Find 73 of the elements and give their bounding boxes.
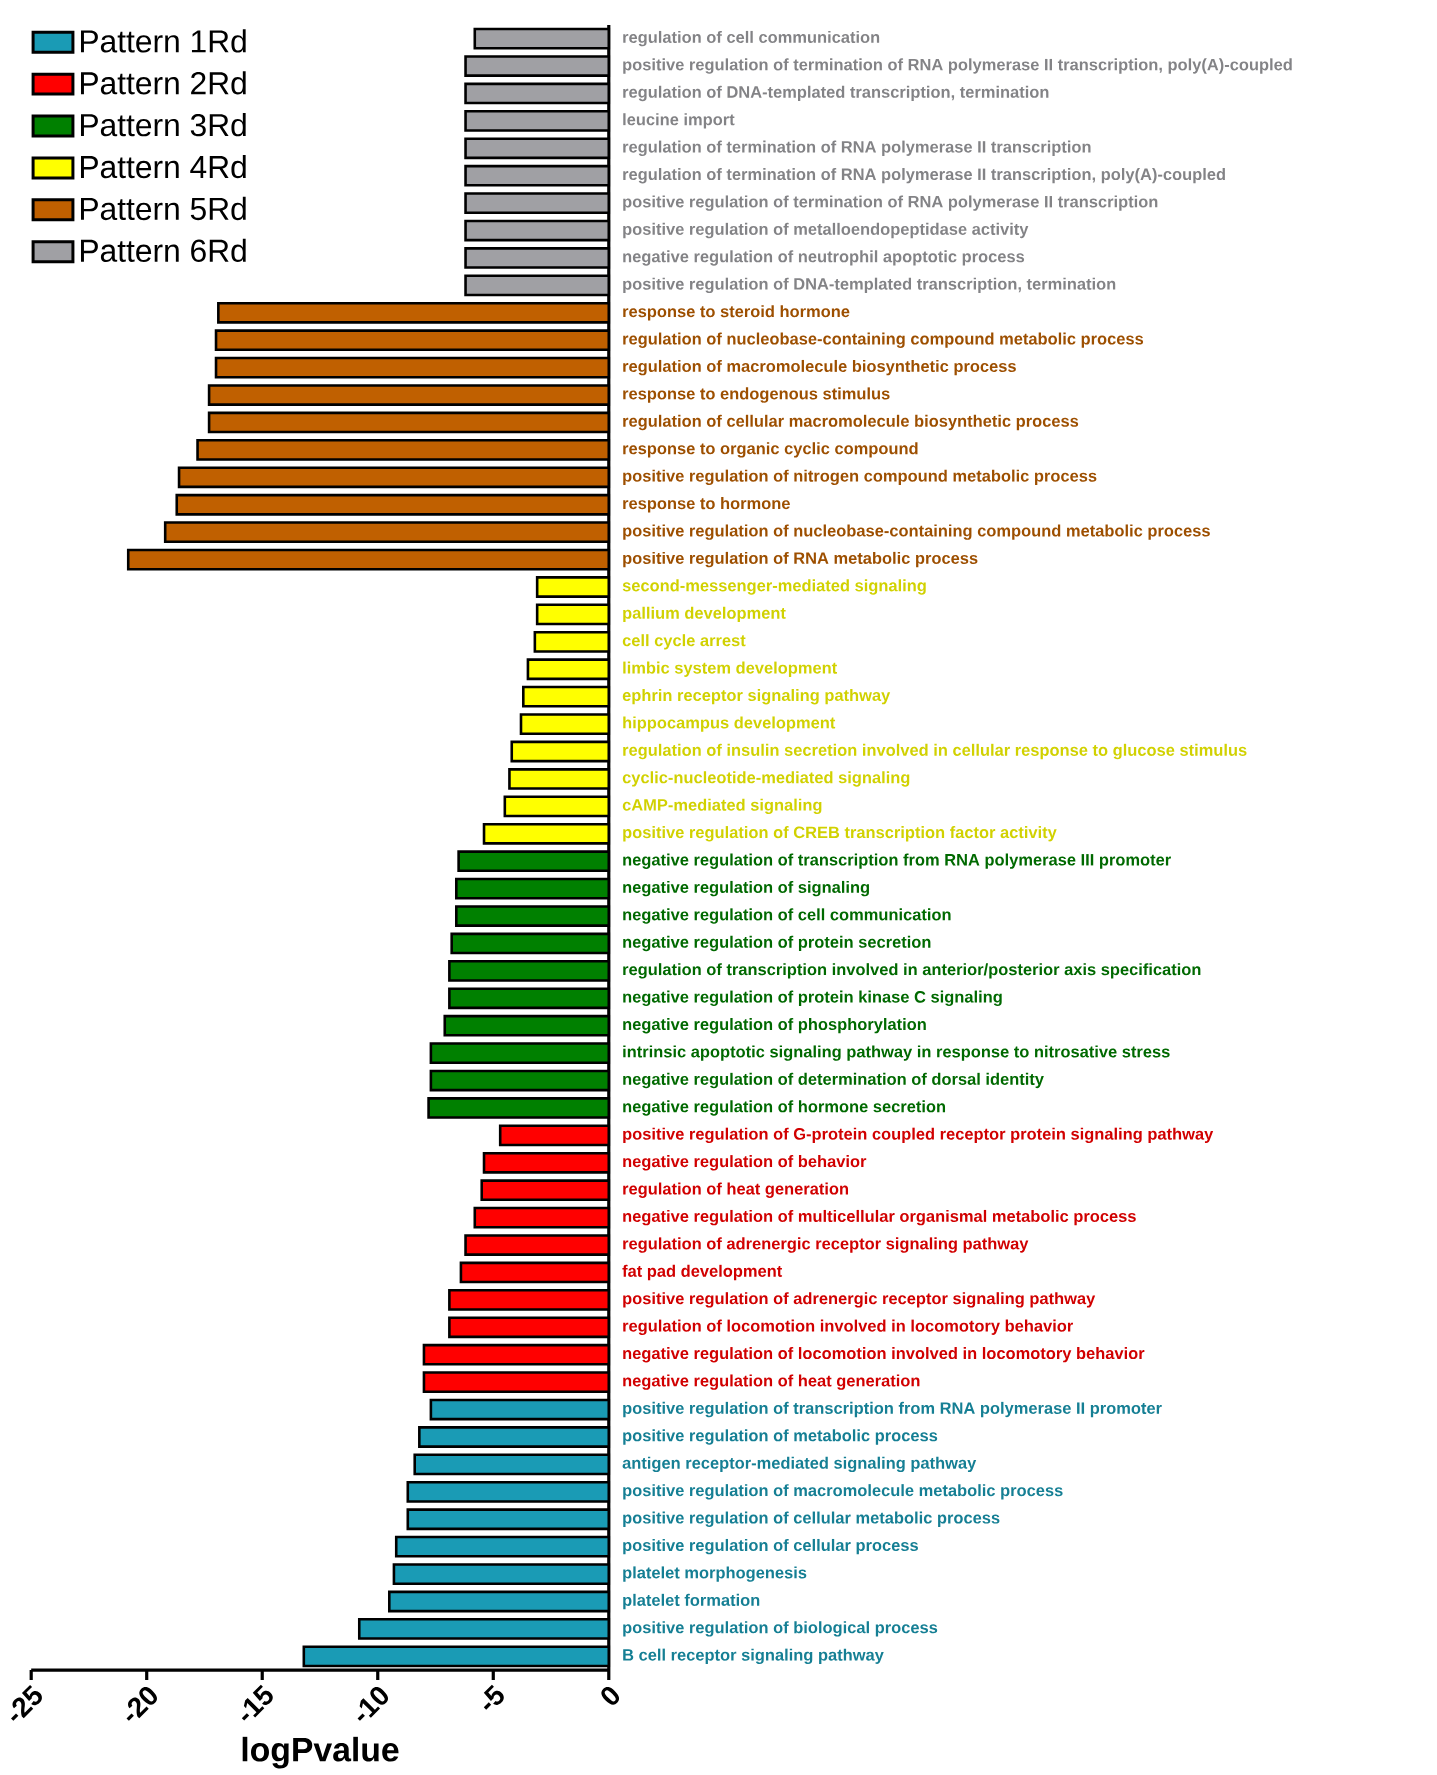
- legend-label: Pattern 3Rd: [80, 113, 246, 137]
- y-tick-label: antigen receptor-mediated signaling pathway: [622, 1456, 977, 1473]
- x-tick-label: -20: [126, 1686, 157, 1721]
- y-tick-label: positive regulation of cellular metabolic process: [623, 1511, 1000, 1527]
- y-tick-label: positive regulation of nitrogen compound metabolic process: [623, 469, 1097, 486]
- y-tick-label: fat pad development: [622, 1264, 782, 1281]
- x-tick-label: -5: [483, 1684, 504, 1710]
- y-tick-label: cAMP-mediated signaling: [622, 798, 822, 815]
- y-tick-label: negative regulation of multicellular organismal metabolic process: [623, 1209, 1136, 1226]
- y-tick-label: leucine import: [623, 113, 735, 129]
- y-tick-label: regulation of transcription involved in anterior/posterior axis specification: [623, 963, 1201, 979]
- y-tick-label: intrinsic apoptotic signaling pathway in response to nitrosative stress: [623, 1045, 1170, 1061]
- x-tick-label: 0: [601, 1686, 619, 1705]
- y-tick-label: regulation of heat generation: [623, 1182, 848, 1198]
- y-tick-label: positive regulation of cellular process: [623, 1538, 918, 1555]
- y-tick-label: response to endogenous stimulus: [623, 387, 890, 403]
- y-tick-label: positive regulation of transcription from RNA polymerase II promoter: [623, 1401, 1162, 1418]
- x-axis-title: logPvalue: [242, 1736, 399, 1769]
- y-tick-label: positive regulation of DNA-templated transcription, termination: [623, 277, 1116, 294]
- y-tick-label: positive regulation of termination of RNA polymerase II transcription: [623, 195, 1158, 211]
- y-tick-label: second-messenger-mediated signaling: [622, 579, 926, 595]
- y-tick-label: negative regulation of hormone secretion: [623, 1100, 945, 1116]
- y-tick-label: pallium development: [623, 606, 786, 623]
- y-tick-label: negative regulation of protein kinase C signaling: [623, 990, 1002, 1006]
- y-tick-label: regulation of locomotion involved in locomotory behavior: [623, 1319, 1073, 1336]
- y-tick-label: regulation of insulin secretion involved in cellular response to glucose stimulus: [623, 743, 1247, 760]
- y-tick-label: negative regulation of transcription from RNA polymerase III promoter: [623, 853, 1171, 869]
- y-tick-label: cell cycle arrest: [622, 634, 746, 650]
- y-tick-label: positive regulation of RNA metabolic process: [623, 551, 978, 568]
- y-tick-label: regulation of termination of RNA polymerase II transcription, poly(A)-coupled: [623, 168, 1225, 184]
- y-tick-label: regulation of termination of RNA polymerase II transcription: [623, 140, 1091, 156]
- y-tick-label: response to hormone: [623, 497, 790, 513]
- y-tick-label: platelet formation: [623, 1593, 760, 1610]
- y-tick-label: regulation of adrenergic receptor signaling pathway: [623, 1237, 1029, 1253]
- y-tick-label: negative regulation of determination of dorsal identity: [623, 1072, 1044, 1089]
- legend-label: Pattern 5Rd: [80, 196, 246, 221]
- y-tick-label: positive regulation of CREB transcription factor activity: [623, 826, 1057, 842]
- y-tick-label: negative regulation of behavior: [623, 1155, 867, 1171]
- legend-label: Pattern 2Rd: [80, 71, 246, 95]
- y-tick-label: negative regulation of locomotion involved in locomotory behavior: [623, 1347, 1145, 1363]
- y-tick-label: ephrin receptor signaling pathway: [622, 688, 890, 705]
- x-tick-label: -15: [241, 1684, 273, 1721]
- y-tick-label: positive regulation of nucleobase-containing compound metabolic process: [623, 524, 1210, 540]
- y-tick-label: limbic system development: [623, 661, 837, 677]
- y-tick-label: negative regulation of protein secretion: [623, 935, 931, 952]
- y-tick-label: positive regulation of adrenergic receptor signaling pathway: [623, 1292, 1095, 1308]
- y-tick-label: platelet morphogenesis: [623, 1566, 807, 1582]
- y-tick-label: hippocampus development: [623, 716, 835, 732]
- y-tick-label: response to steroid hormone: [623, 305, 850, 321]
- y-tick-label: positive regulation of metabolic process: [623, 1429, 938, 1445]
- legend-label: Pattern 6Rd: [80, 238, 246, 263]
- x-tick-label: -10: [357, 1686, 388, 1721]
- y-tick-label: regulation of nucleobase-containing compound metabolic process: [623, 332, 1143, 348]
- y-tick-label: negative regulation of signaling: [623, 880, 869, 897]
- y-tick-label: negative regulation of phosphorylation: [623, 1018, 926, 1034]
- legend-label: Pattern 1Rd: [80, 29, 246, 53]
- y-tick-label: positive regulation of biological process: [623, 1621, 938, 1637]
- y-tick-label: negative regulation of neutrophil apoptotic process: [623, 250, 1024, 266]
- y-tick-label: positive regulation of G-protein coupled receptor protein signaling pathway: [623, 1127, 1213, 1144]
- y-tick-label: regulation of cell communication: [623, 30, 879, 47]
- x-tick-label: -25: [10, 1684, 42, 1721]
- y-tick-label: regulation of macromolecule biosynthetic process: [623, 359, 1016, 376]
- y-tick-label: negative regulation of heat generation: [623, 1374, 920, 1390]
- y-tick-label: positive regulation of macromolecule metabolic process: [623, 1484, 1063, 1500]
- y-tick-label: regulation of DNA-templated transcription, termination: [623, 85, 1049, 102]
- y-tick-label: regulation of cellular macromolecule biosynthetic process: [623, 414, 1078, 431]
- y-tick-label: positive regulation of termination of RNA polymerase II transcription, poly(A)-coupled: [623, 58, 1292, 74]
- legend-label: Pattern 4Rd: [80, 154, 246, 179]
- y-tick-label: negative regulation of cell communication: [623, 908, 951, 924]
- y-tick-label: B cell receptor signaling pathway: [623, 1648, 884, 1665]
- y-tick-label: cyclic-nucleotide-mediated signaling: [622, 771, 910, 787]
- y-tick-label: response to organic cyclic compound: [623, 442, 918, 458]
- y-tick-label: positive regulation of metalloendopeptidase activity: [623, 222, 1029, 239]
